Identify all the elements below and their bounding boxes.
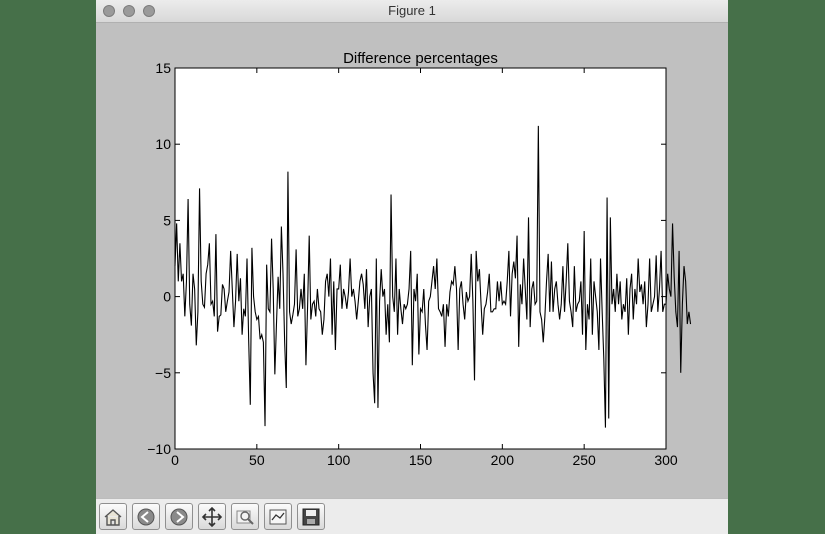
pan-icon: [201, 506, 223, 527]
home-icon: [104, 508, 122, 526]
y-tick-label: 5: [163, 212, 171, 228]
y-tick-label: 0: [163, 289, 171, 305]
x-tick-label: 300: [654, 452, 678, 468]
line-chart: Difference percentages 0 50 100 150 200 250 30…: [147, 50, 692, 468]
subplots-button[interactable]: [264, 503, 292, 530]
x-tick-label: 200: [491, 452, 515, 468]
pan-button[interactable]: [198, 503, 226, 530]
series-line: [174, 125, 692, 428]
axis-ticks: 0 50 100 150 200 250 300 −10 −5 0 5 10 15: [147, 60, 678, 468]
back-button[interactable]: [132, 503, 160, 530]
y-tick-label: 15: [155, 60, 171, 76]
x-tick-label: 250: [572, 452, 596, 468]
subplots-icon: [269, 509, 287, 524]
save-button[interactable]: [297, 503, 325, 530]
navigation-toolbar: [96, 498, 728, 534]
window-title: Figure 1: [388, 3, 436, 18]
axes-frame: [174, 67, 667, 450]
plot-canvas: Difference percentages 0 50 100 150 200 250 30…: [96, 22, 728, 498]
y-tick-label: −5: [155, 365, 171, 381]
forward-arrow-icon: [170, 508, 188, 525]
back-arrow-icon: [137, 508, 155, 525]
x-tick-label: 100: [327, 452, 351, 468]
title-bar: Figure 1: [96, 0, 728, 23]
zoom-icon: [236, 510, 254, 525]
forward-button[interactable]: [165, 503, 193, 530]
y-tick-label: −10: [147, 441, 171, 457]
x-tick-label: 0: [171, 452, 179, 468]
y-tick-label: 10: [155, 136, 171, 152]
figure-window: Figure 1 Difference percentages 0 50 100 15…: [96, 0, 728, 534]
chart-title: Difference percentages: [343, 50, 498, 67]
save-icon: [302, 508, 320, 525]
axes-background: [175, 68, 666, 449]
close-window-icon[interactable]: [103, 5, 115, 17]
home-button[interactable]: [99, 503, 127, 530]
zoom-button[interactable]: [231, 503, 259, 530]
minimize-window-icon[interactable]: [123, 5, 135, 17]
x-tick-label: 50: [249, 452, 265, 468]
x-tick-label: 150: [409, 452, 433, 468]
zoom-window-icon[interactable]: [143, 5, 155, 17]
